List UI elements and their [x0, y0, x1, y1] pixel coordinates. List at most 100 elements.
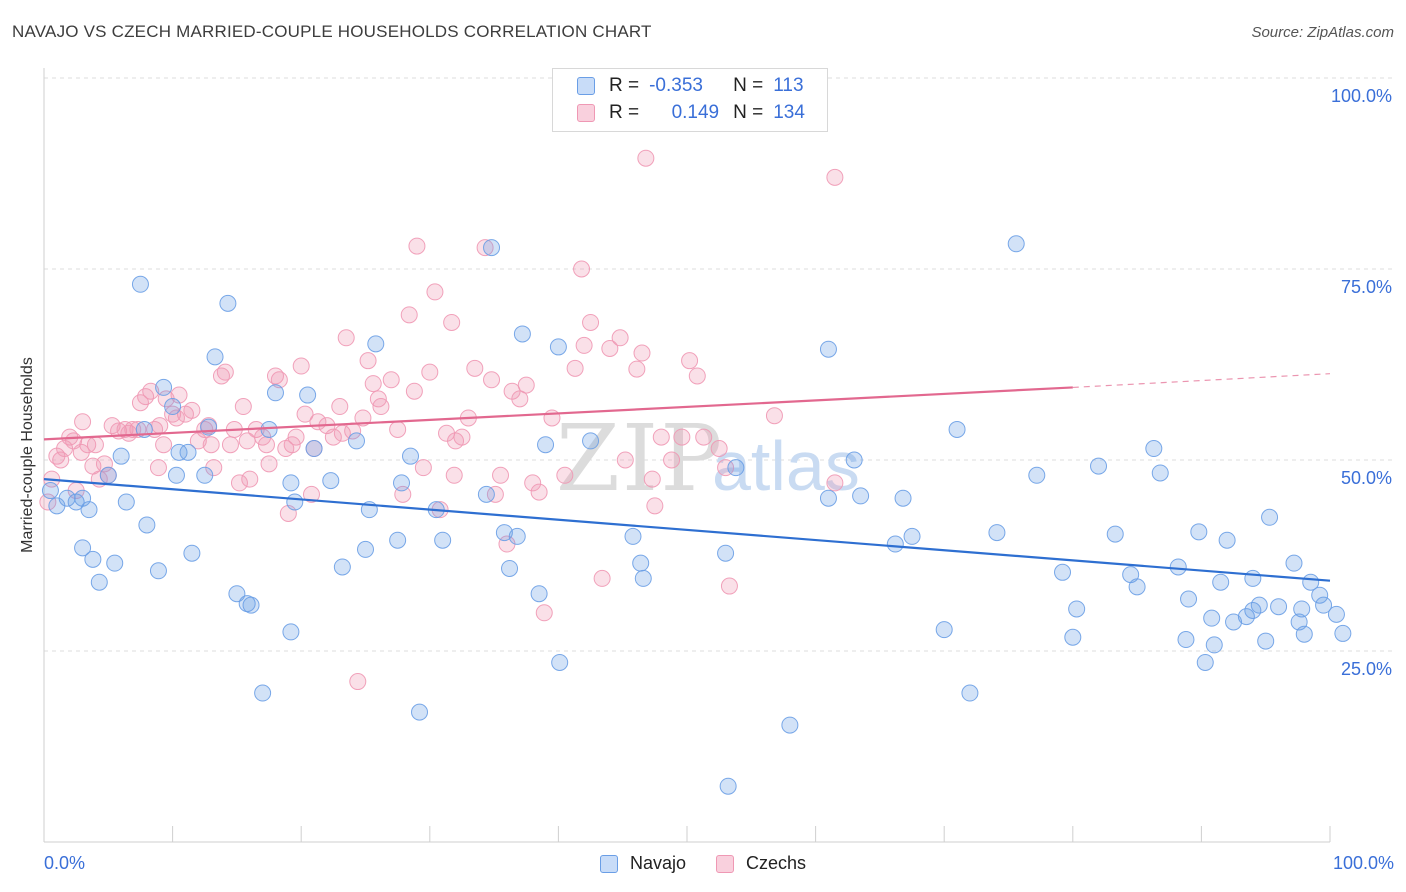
czechs-point — [257, 436, 275, 454]
czechs-point — [646, 497, 664, 515]
navajo-point — [228, 585, 246, 603]
watermark-zip: ZIP — [556, 405, 724, 512]
navajo-point — [106, 554, 124, 572]
czechs-point — [287, 428, 305, 446]
navajo-point — [819, 340, 837, 358]
czechs-point — [628, 360, 646, 378]
legend-row-czechs: R = 0.149 N = 134 — [577, 102, 805, 124]
navajo-point — [117, 493, 135, 511]
czechs-point — [382, 371, 400, 389]
navajo-point — [149, 562, 167, 580]
navajo-point — [495, 524, 513, 542]
czechs-point — [573, 260, 591, 278]
legend-item-czechs[interactable]: Czechs — [716, 853, 806, 874]
navajo-point — [819, 489, 837, 507]
navajo-point — [537, 436, 555, 454]
czechs-point — [710, 440, 728, 458]
navajo-point — [1145, 440, 1163, 458]
navajo-point — [1237, 608, 1255, 626]
czechs-point — [695, 428, 713, 446]
navajo-point — [266, 384, 284, 402]
navajo-point — [1334, 624, 1352, 642]
czechs-point — [524, 474, 542, 492]
czechs-point — [717, 459, 735, 477]
navajo-point — [411, 703, 429, 721]
czechs-points — [39, 149, 844, 691]
navajo-point — [727, 459, 745, 477]
czechs-point — [486, 485, 504, 503]
czechs-point — [414, 459, 432, 477]
czechs-point — [426, 283, 444, 301]
czechs-point — [673, 428, 691, 446]
czechs-point — [95, 455, 113, 473]
navajo-point — [582, 432, 600, 450]
navajo-point — [1285, 554, 1303, 572]
navajo-point — [299, 386, 317, 404]
navajo-point — [1090, 457, 1108, 475]
legend-item-navajo[interactable]: Navajo — [599, 853, 686, 874]
series-legend: Navajo Czechs — [0, 853, 1406, 874]
navajo-point — [1218, 531, 1236, 549]
chart-title: NAVAJO VS CZECH MARRIED-COUPLE HOUSEHOLD… — [12, 22, 652, 41]
czechs-point — [826, 168, 844, 186]
navajo-point — [549, 338, 567, 356]
r-label: R = — [609, 75, 640, 96]
navajo-point — [719, 777, 737, 795]
navajo-point — [508, 527, 526, 545]
czechs-point — [241, 470, 259, 488]
trend-lines — [43, 373, 1331, 582]
n-label: N = — [733, 75, 764, 96]
navajo-point — [1261, 508, 1279, 526]
czechs-point — [517, 376, 535, 394]
navajo-point — [632, 554, 650, 572]
czechs-point — [230, 474, 248, 492]
navajo-point — [483, 239, 501, 257]
czechs-point — [234, 398, 252, 416]
navajo-point — [477, 485, 495, 503]
czechs-point — [389, 420, 407, 438]
legend-row-navajo: R = -0.353 N = 113 — [577, 75, 804, 97]
czechs-point — [765, 407, 783, 425]
navajo-point — [138, 516, 156, 534]
navajo-point — [903, 527, 921, 545]
navajo-point — [1244, 569, 1262, 587]
navajo-point — [305, 440, 323, 458]
navajo-points — [41, 235, 1352, 795]
axes — [43, 68, 1331, 843]
navajo-legend-label: Navajo — [629, 853, 686, 873]
navajo-n-value: 113 — [773, 75, 804, 96]
navajo-point — [935, 621, 953, 639]
correlation-legend: R = -0.353 N = 113 R = 0.149 N = 134 — [552, 68, 828, 132]
navajo-point — [389, 531, 407, 549]
czechs-point — [349, 673, 367, 691]
czechs-point — [421, 363, 439, 381]
czechs-point — [492, 466, 510, 484]
navajo-point — [1311, 586, 1329, 604]
navajo-point — [717, 544, 735, 562]
navajo-point — [367, 335, 385, 353]
navajo-legend-swatch — [599, 854, 618, 873]
czechs-point — [643, 470, 661, 488]
navajo-point — [1068, 600, 1086, 618]
y-tick-label-25: 25.0% — [1340, 659, 1392, 679]
czechs-point — [616, 451, 634, 469]
navajo-point — [1028, 466, 1046, 484]
czechs-point — [556, 466, 574, 484]
czechs-point — [202, 436, 220, 454]
czechs-point — [372, 398, 390, 416]
x-tick-label-max: 100.0% — [1332, 853, 1394, 873]
navajo-point — [551, 653, 569, 671]
czechs-point — [167, 409, 185, 427]
navajo-point — [434, 531, 452, 549]
navajo-point — [948, 420, 966, 438]
czechs-legend-swatch — [716, 854, 734, 873]
navajo-point — [322, 472, 340, 490]
czechs-point — [142, 382, 160, 400]
navajo-point — [286, 493, 304, 511]
navajo-point — [1169, 558, 1187, 576]
navajo-point — [58, 489, 76, 507]
navajo-point — [242, 596, 260, 614]
czechs-point — [149, 459, 167, 477]
czechs-point — [151, 417, 169, 435]
navajo-point — [1151, 464, 1169, 482]
